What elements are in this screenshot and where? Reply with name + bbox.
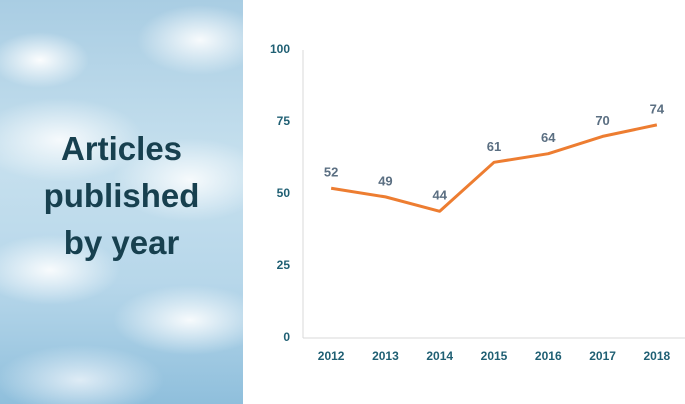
x-tick-label: 2017 — [589, 349, 616, 363]
y-tick-label: 50 — [277, 186, 291, 200]
data-label: 70 — [595, 113, 609, 128]
data-label: 61 — [487, 139, 501, 154]
y-tick-label: 0 — [283, 330, 290, 344]
x-tick-label: 2018 — [644, 349, 671, 363]
data-label: 44 — [432, 188, 447, 203]
chart-title: Articles published by year — [43, 130, 200, 261]
data-label: 49 — [378, 173, 392, 188]
data-label: 64 — [541, 130, 556, 145]
y-tick-label: 75 — [277, 114, 291, 128]
x-tick-label: 2016 — [535, 349, 562, 363]
x-tick-label: 2012 — [318, 349, 345, 363]
y-tick-label: 25 — [277, 258, 291, 272]
data-label: 52 — [324, 165, 338, 180]
x-tick-label: 2013 — [372, 349, 399, 363]
data-label: 74 — [650, 101, 665, 116]
x-tick-label: 2015 — [481, 349, 508, 363]
line — [330, 123, 658, 213]
y-tick-label: 100 — [270, 42, 290, 56]
cloud-panel — [0, 0, 243, 404]
x-tick-label: 2014 — [426, 349, 453, 363]
